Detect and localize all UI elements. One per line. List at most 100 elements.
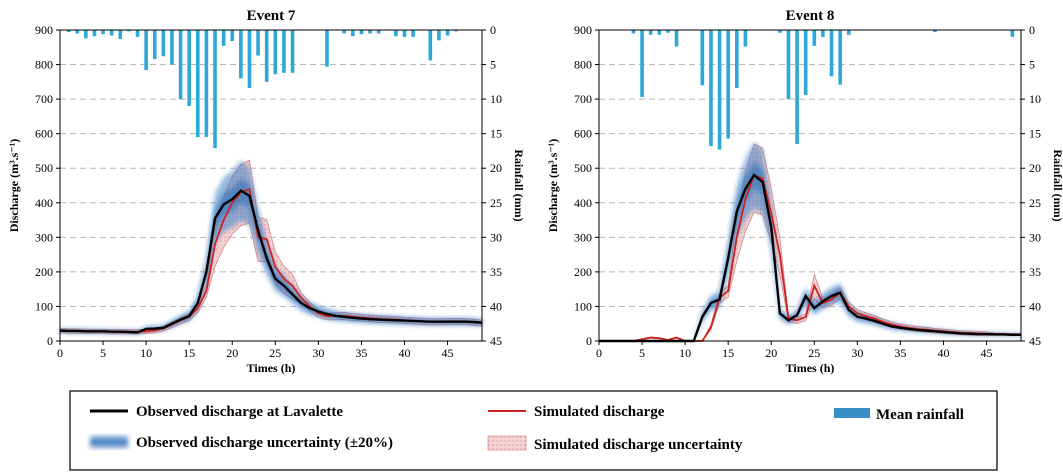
rainfall-bar [674, 30, 679, 47]
y-left-tick-label: 100 [35, 299, 53, 313]
y-right-tick-label: 5 [490, 58, 496, 72]
y-left-tick-label: 300 [35, 230, 53, 244]
rainfall-bar [631, 30, 636, 34]
rainfall-bar [795, 30, 799, 145]
y-right-tick-label: 45 [490, 334, 502, 348]
rainfall-bar [838, 30, 842, 85]
y-left-tick-label: 200 [574, 265, 592, 279]
rainfall-bar [170, 30, 174, 65]
y-right-tick-label: 5 [1029, 58, 1035, 72]
x-tick-label: 20 [765, 346, 777, 360]
legend-label-observed: Observed discharge at Lavalette [136, 404, 343, 420]
x-axis-label: Times (h) [247, 361, 296, 375]
rainfall-bar [92, 30, 97, 37]
y-left-tick-label: 0 [586, 334, 592, 348]
rainfall-bar [84, 30, 88, 39]
legend-swatch-rainfall [834, 408, 870, 418]
rainfall-bar [135, 30, 140, 37]
rainfall-bar [709, 30, 713, 147]
chart-title: Event 8 [786, 8, 835, 24]
plot-frame [598, 29, 1022, 342]
x-tick-label: 10 [679, 346, 691, 360]
rainfall-bar [666, 30, 670, 33]
y-left-tick-label: 900 [35, 23, 53, 37]
rainfall-bar [144, 30, 148, 71]
legend-box [69, 390, 998, 471]
x-tick-label: 10 [140, 346, 152, 360]
rainfall-bar [454, 30, 458, 32]
rainfall-bar [717, 30, 722, 150]
x-tick-label: 35 [894, 346, 906, 360]
rainfall-bar [230, 30, 235, 42]
y-right-tick-label: 15 [490, 127, 502, 141]
rainfall-bar [66, 30, 71, 33]
chart-title: Event 7 [247, 8, 296, 24]
rainfall-bar [187, 30, 191, 107]
rainfall-bar [273, 30, 278, 75]
simulated-uncertainty-band [598, 143, 1022, 342]
y-left-tick-label: 600 [574, 127, 592, 141]
y-right-tick-label: 30 [490, 230, 502, 244]
y-left-tick-label: 100 [574, 299, 592, 313]
simulated-uncertainty-band [59, 159, 483, 335]
rainfall-bar [109, 30, 114, 36]
rainfall-bar [829, 30, 834, 77]
x-tick-label: 20 [226, 346, 238, 360]
y-left-axis-label: Discharge (m³.s⁻¹) [7, 139, 21, 233]
x-tick-label: 15 [183, 346, 195, 360]
x-tick-label: 25 [808, 346, 820, 360]
rainfall-bar [351, 30, 355, 37]
legend-label-rainfall: Mean rainfall [876, 407, 964, 423]
rainfall-bar [437, 30, 441, 41]
y-right-tick-label: 20 [1029, 161, 1041, 175]
rainfall-bar [734, 30, 739, 89]
rainfall-bar [640, 30, 644, 98]
legend-label-simulated: Simulated discharge [534, 404, 665, 420]
rainfall-bar [376, 30, 381, 34]
chart-event-8: Event 80 5 10 15 20 25 30 35 40 45010020030040050… [546, 8, 1063, 375]
rainfall-bar [657, 30, 662, 35]
y-left-tick-label: 500 [574, 161, 592, 175]
y-left-tick-label: 200 [35, 265, 53, 279]
rainfall-bar [152, 30, 157, 60]
rainfall-bar [648, 30, 653, 35]
rainfall-bar [282, 30, 286, 73]
y-right-axis-label: Rainfall (mm) [1051, 149, 1063, 221]
y-left-tick-label: 700 [35, 92, 53, 106]
x-axis-label: Times (h) [786, 361, 835, 375]
rainfall-bar [161, 30, 166, 57]
y-right-tick-label: 30 [1029, 230, 1041, 244]
y-left-tick-label: 300 [574, 230, 592, 244]
rainfall-bar [75, 30, 80, 34]
y-right-tick-label: 25 [490, 196, 502, 210]
rainfall-bar [256, 30, 260, 56]
y-right-tick-label: 20 [490, 161, 502, 175]
rainfall-bar [368, 30, 372, 34]
x-tick-label: 45 [981, 346, 993, 360]
y-left-tick-label: 0 [47, 334, 53, 348]
rainfall-bar [726, 30, 730, 139]
y-right-tick-label: 0 [1029, 23, 1035, 37]
y-right-tick-label: 10 [490, 92, 502, 106]
rainfall-bar [786, 30, 791, 100]
y-left-tick-label: 400 [35, 196, 53, 210]
y-right-tick-label: 45 [1029, 334, 1041, 348]
legend: Observed discharge at Lavalette Observed… [69, 390, 998, 471]
rainfall-bar [778, 30, 782, 33]
y-right-axis-label: Rainfall (mm) [512, 149, 526, 221]
rainfall-bar [933, 30, 937, 33]
rainfall-bar [342, 30, 347, 34]
x-tick-label: 15 [722, 346, 734, 360]
y-left-tick-label: 400 [574, 196, 592, 210]
rainfall-bar [803, 30, 808, 95]
y-right-tick-label: 10 [1029, 92, 1041, 106]
rainfall-bar [239, 30, 243, 79]
y-right-tick-label: 25 [1029, 196, 1041, 210]
legend-swatch-simulated-uncertainty [487, 435, 527, 451]
plot-frame [59, 29, 483, 342]
rainfall-bar [195, 30, 200, 138]
legend-label-observed-uncertainty: Observed discharge uncertainty (±20%) [136, 435, 393, 451]
rainfall-bar [700, 30, 705, 86]
legend-swatch-observed-uncertainty [90, 435, 128, 449]
